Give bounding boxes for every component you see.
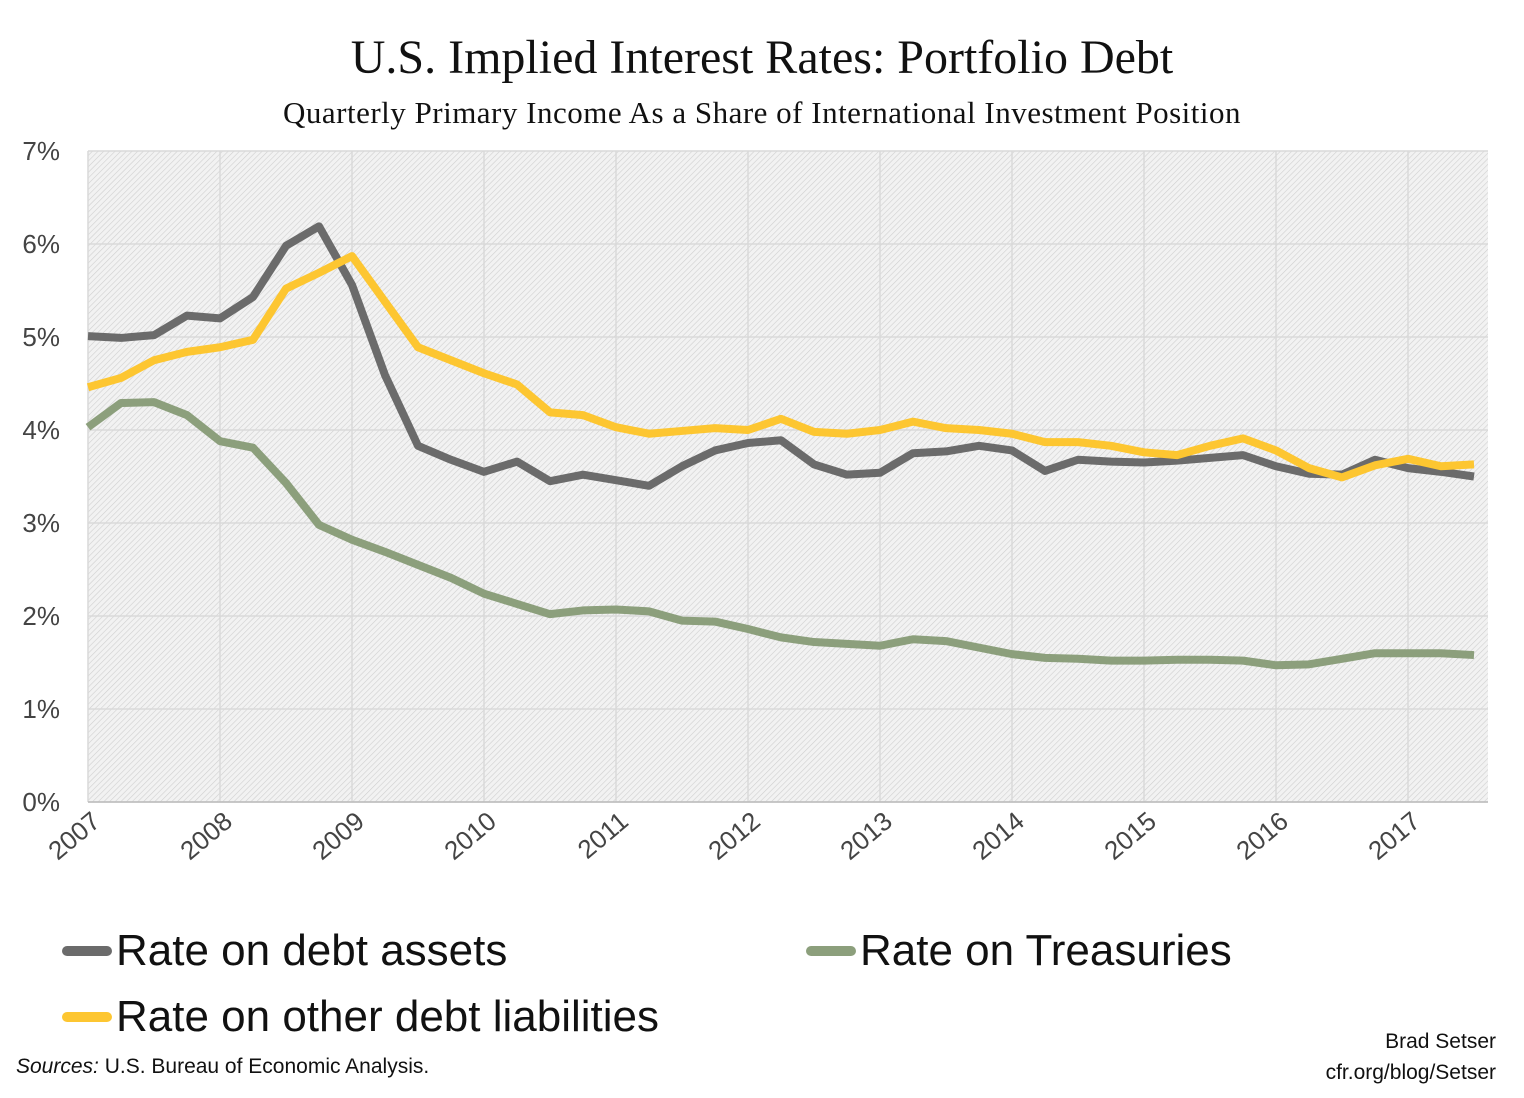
x-tick-label: 2015	[1098, 806, 1162, 866]
x-tick-label: 2008	[174, 806, 238, 866]
x-tick-label: 2012	[702, 806, 766, 866]
x-tick-label: 2013	[834, 806, 898, 866]
legend-item-debt-assets: Rate on debt assets	[62, 926, 507, 976]
series-line-2	[86, 252, 1475, 482]
y-tick-label: 2%	[22, 601, 60, 631]
author: Brad Setser	[1385, 1030, 1496, 1053]
x-tick-label: 2014	[966, 806, 1030, 866]
line-chart: 0%1%2%3%4%5%6%7% 2007 2008 2009 2010 2011 201…	[22, 136, 1488, 866]
legend-label: Rate on other debt liabilities	[116, 992, 659, 1041]
y-tick-label: 1%	[22, 694, 60, 724]
y-tick-label: 5%	[22, 322, 60, 352]
legend-swatch	[806, 946, 856, 956]
legend-item-other-liabilities: Rate on other debt liabilities	[62, 992, 659, 1042]
legend-item-treasuries: Rate on Treasuries	[806, 926, 1232, 976]
chart-title: U.S. Implied Interest Rates: Portfolio D…	[350, 31, 1174, 84]
chart-subtitle: Quarterly Primary Income As a Share of I…	[282, 95, 1242, 130]
credit: Brad Setser cfr.org/blog/Setser	[1326, 1026, 1496, 1088]
source-text: U.S. Bureau of Economic Analysis.	[98, 1055, 430, 1078]
series-line-1	[85, 398, 1475, 670]
legend-label: Rate on debt assets	[116, 926, 508, 975]
source-note: Sources: U.S. Bureau of Economic Analysi…	[16, 1055, 429, 1079]
site-link: cfr.org/blog/Setser	[1325, 1061, 1496, 1084]
x-tick-label: 2011	[572, 806, 634, 865]
y-tick-label: 7%	[22, 136, 60, 166]
legend-label: Rate on Treasuries	[860, 926, 1232, 975]
plot-area	[88, 151, 1488, 802]
y-tick-label: 0%	[22, 787, 60, 817]
legend-swatch	[62, 946, 112, 956]
x-tick-label: 2016	[1230, 806, 1294, 866]
y-tick-label: 4%	[22, 415, 60, 445]
y-tick-label: 3%	[22, 508, 60, 538]
x-tick-label: 2009	[306, 806, 370, 866]
y-tick-label: 6%	[22, 229, 60, 259]
legend-swatch	[62, 1012, 112, 1022]
x-tick-label: 2017	[1362, 806, 1426, 866]
series-line-0	[87, 222, 1475, 490]
x-tick-label: 2010	[438, 806, 502, 866]
source-label: Sources:	[16, 1055, 99, 1078]
